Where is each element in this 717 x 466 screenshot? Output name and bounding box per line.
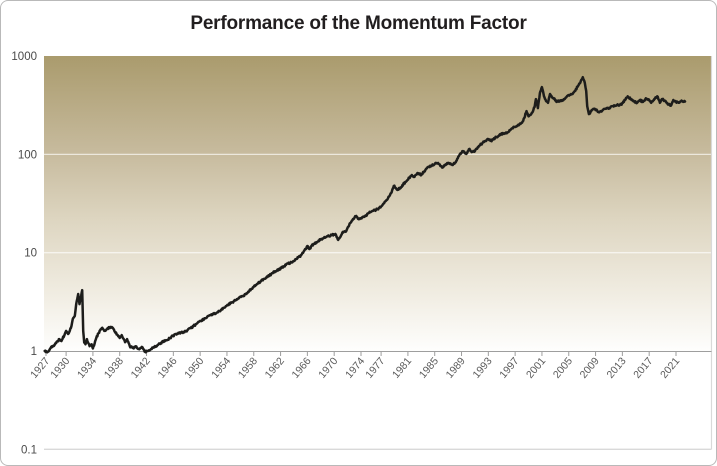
series-line [43, 75, 687, 354]
x-tick-label: 1997 [497, 355, 521, 381]
x-tick-label: 1946 [155, 355, 179, 381]
x-tick-label: 1993 [470, 355, 494, 381]
x-tick-label: 2009 [578, 355, 602, 381]
x-tick-label: 2005 [551, 355, 575, 381]
y-tick-label: 0.1 [21, 444, 37, 456]
x-tick-label: 2013 [604, 355, 628, 381]
x-tick-label: 1977 [363, 355, 387, 381]
x-tick-label: 2001 [524, 355, 548, 381]
x-tick-label: 1930 [48, 355, 72, 381]
x-tick-label: 1942 [129, 355, 153, 381]
x-tick-label: 1927 [28, 355, 52, 381]
x-tick-label: 1981 [390, 355, 414, 381]
x-tick-label: 1966 [289, 355, 313, 381]
x-tick-label: 1950 [182, 355, 206, 381]
x-tick-label: 2021 [658, 355, 682, 381]
x-tick-label: 1974 [343, 355, 367, 381]
x-tick-label: 1970 [316, 355, 340, 381]
y-tick-label: 1000 [11, 51, 37, 63]
x-tick-label: 1958 [236, 355, 260, 381]
y-tick-label: 100 [18, 149, 37, 161]
y-tick-label: 1 [31, 346, 37, 358]
chart-title: Performance of the Momentum Factor [190, 13, 527, 34]
x-tick-label: 1934 [75, 355, 99, 381]
plot-background [44, 56, 712, 351]
x-tick-label: 1954 [209, 355, 233, 381]
x-tick-label: 2017 [631, 355, 655, 381]
x-tick-label: 1962 [263, 355, 287, 381]
x-tick-label: 1938 [102, 355, 126, 381]
y-tick-label: 10 [24, 248, 37, 260]
x-tick-label: 1985 [417, 355, 441, 381]
x-tick-label: 1989 [444, 355, 468, 381]
